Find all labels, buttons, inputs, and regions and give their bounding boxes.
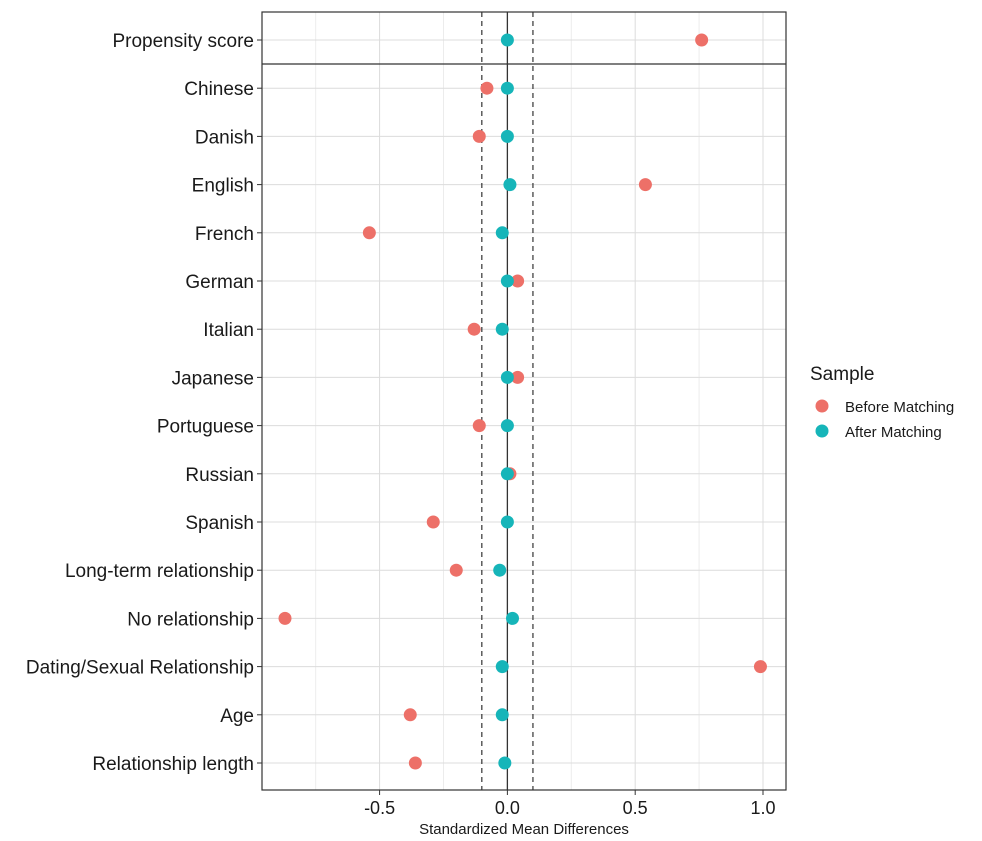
legend-title: Sample: [810, 364, 874, 385]
point-after-matching: [493, 563, 507, 577]
y-label: Age: [220, 706, 254, 727]
point-after-matching: [495, 708, 509, 722]
point-before-matching: [408, 756, 422, 770]
y-label: Chinese: [184, 79, 254, 100]
y-label: Relationship length: [92, 754, 254, 775]
point-after-matching: [495, 660, 509, 674]
y-label: Italian: [203, 320, 254, 341]
point-before-matching: [695, 33, 709, 47]
legend-marker-before-matching: [815, 399, 829, 413]
point-after-matching: [503, 178, 517, 192]
point-before-matching: [472, 419, 486, 433]
y-axis-labels: Propensity score Chinese Danish English Fren…: [26, 31, 262, 775]
point-after-matching: [500, 33, 514, 47]
x-tick-label: -0.5: [364, 798, 395, 818]
point-before-matching: [511, 370, 525, 384]
point-before-matching: [403, 708, 417, 722]
y-label: Dating/Sexual Relationship: [26, 658, 254, 679]
y-label: Danish: [195, 127, 254, 148]
y-label: Propensity score: [112, 31, 254, 52]
x-tick-label: 0.0: [495, 798, 520, 818]
y-label: German: [185, 272, 254, 293]
y-label: Russian: [185, 465, 254, 486]
grid: [262, 12, 786, 790]
point-after-matching: [500, 129, 514, 143]
x-axis-title: Standardized Mean Differences: [419, 821, 629, 838]
y-label: French: [195, 224, 254, 245]
point-after-matching: [500, 81, 514, 95]
data-points: [278, 33, 767, 770]
legend-marker-after-matching: [815, 424, 829, 438]
legend-label-after-matching: After Matching: [845, 424, 942, 441]
legend: Sample Before Matching After Matching: [810, 364, 954, 441]
point-after-matching: [500, 467, 514, 481]
reference-lines: [481, 12, 534, 790]
point-after-matching: [500, 515, 514, 529]
y-label: No relationship: [127, 609, 254, 630]
point-after-matching: [500, 370, 514, 384]
point-before-matching: [426, 515, 440, 529]
legend-label-before-matching: Before Matching: [845, 399, 954, 416]
point-before-matching: [362, 226, 376, 240]
x-tick-label: 0.5: [623, 798, 648, 818]
y-label: Spanish: [185, 513, 254, 534]
point-after-matching: [500, 274, 514, 288]
point-before-matching: [467, 322, 481, 336]
point-before-matching: [449, 563, 463, 577]
y-label: Long-term relationship: [65, 561, 254, 582]
point-before-matching: [480, 81, 494, 95]
point-before-matching: [511, 274, 525, 288]
point-after-matching: [495, 226, 509, 240]
point-after-matching: [495, 322, 509, 336]
y-label: Portuguese: [157, 417, 254, 438]
point-after-matching: [500, 419, 514, 433]
point-after-matching: [505, 611, 519, 625]
point-before-matching: [472, 129, 486, 143]
point-before-matching: [753, 660, 767, 674]
point-after-matching: [498, 756, 512, 770]
plot-panel-border: [261, 11, 787, 791]
point-before-matching: [278, 611, 292, 625]
x-axis-ticks: -0.5 0.0 0.5 1.0: [364, 790, 776, 818]
point-before-matching: [638, 178, 652, 192]
y-label: Japanese: [172, 368, 254, 389]
y-label: English: [192, 176, 254, 197]
x-tick-label: 1.0: [750, 798, 775, 818]
